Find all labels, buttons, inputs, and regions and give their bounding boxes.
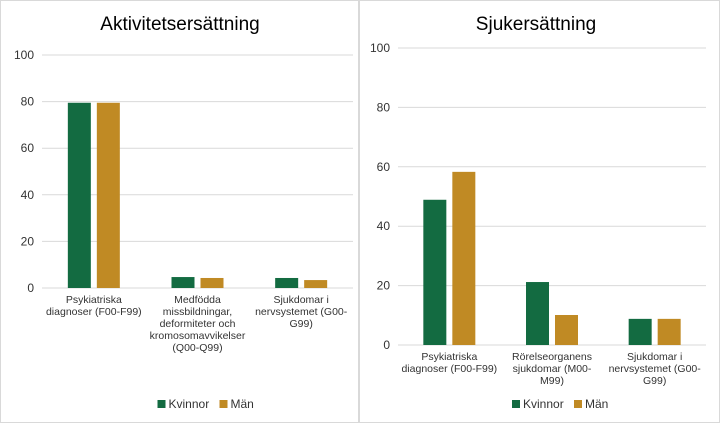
category-label: Medfödda [174,294,221,306]
chart-title: Aktivitetsersättning [100,14,259,35]
legend-label: Män [585,397,608,411]
y-tick-label: 80 [377,100,391,114]
category-label: nervsystemet (G00- [255,306,348,318]
legend-label: Kvinnor [523,397,564,411]
bar-män [657,318,681,345]
y-tick-label: 0 [27,281,34,295]
y-tick-label: 40 [21,188,35,202]
category-label: kromosomavvikelser [150,330,246,342]
bar-kvinnor [171,277,195,288]
category-label: missbildningar, [163,306,232,318]
bar-män [200,277,224,288]
category-label: G99) [643,375,666,387]
legend-swatch [512,400,520,408]
y-tick-label: 20 [21,234,35,248]
category-label: deformiteter och [160,318,236,330]
y-tick-label: 0 [383,338,390,352]
bar-kvinnor [67,102,91,288]
category-label: diagnoser (F00-F99) [401,363,497,375]
y-tick-label: 60 [21,141,35,155]
bar-män [452,171,476,345]
y-tick-label: 100 [370,41,390,55]
category-label: (Q00-Q99) [172,342,222,354]
category-label: sjukdomar (M00- [513,363,592,375]
bar-män [96,102,120,288]
legend-swatch [219,400,228,408]
bar-kvinnor [275,277,299,288]
y-tick-label: 80 [21,95,35,109]
category-label: Sjukdomar i [273,294,328,306]
y-tick-label: 100 [14,48,34,62]
bar-kvinnor [423,199,447,345]
category-label: Psykiatriska [421,351,477,363]
bar-kvinnor [526,282,549,345]
y-tick-label: 40 [377,219,391,233]
category-label: diagnoser (F00-F99) [46,306,142,318]
category-label: M99) [540,375,564,387]
chart-title: Sjukersättning [476,14,596,35]
chart-panel-sjukersattning [359,0,720,423]
category-label: G99) [289,318,312,330]
category-label: nervsystemet (G00- [609,363,702,375]
y-tick-label: 20 [377,279,391,293]
legend-label: Män [231,397,254,411]
category-label: Sjukdomar i [627,351,682,363]
chart-panel-aktivitetsersattning [0,0,359,423]
bar-män [555,315,578,345]
y-tick-label: 60 [377,160,391,174]
legend-swatch [157,400,166,408]
legend-swatch [574,400,582,408]
bar-män [304,280,328,288]
legend-label: Kvinnor [169,397,210,411]
bar-kvinnor [628,318,652,345]
category-label: Psykiatriska [66,294,122,306]
category-label: Rörelseorganens [512,351,592,363]
